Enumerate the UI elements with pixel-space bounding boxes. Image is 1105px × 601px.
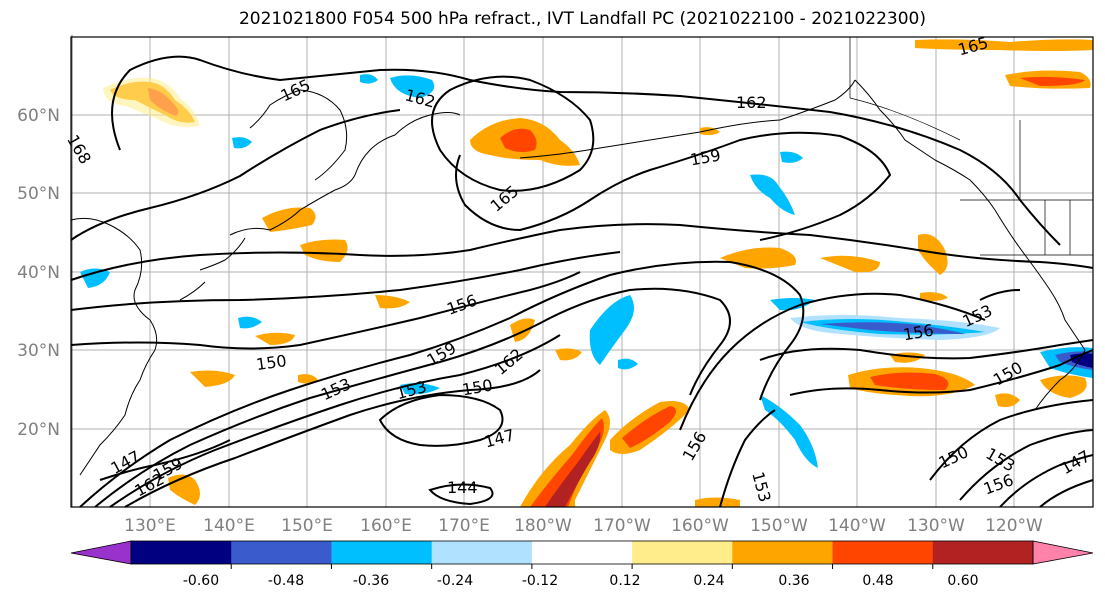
colorbar-tick-label: 0.12 bbox=[609, 573, 640, 589]
lat-label: 60°N bbox=[17, 106, 60, 126]
colorbar-tick-labels: -0.60 -0.48 -0.36 -0.24 -0.12 0.12 0.24 … bbox=[183, 573, 979, 589]
colorbar-segment bbox=[531, 541, 633, 564]
lon-label: 170°E bbox=[438, 516, 490, 536]
colorbar-tick-label: 0.60 bbox=[947, 573, 978, 589]
colorbar-tick-label: -0.24 bbox=[437, 573, 473, 589]
map-panel: 165 162 162 165 159 168 165 156 150 159 … bbox=[63, 33, 1094, 508]
map-title: 2021021800 F054 500 hPa refract., IVT La… bbox=[238, 9, 926, 29]
refractivity-contours bbox=[70, 55, 1094, 508]
shaded-negative bbox=[80, 74, 1093, 468]
colorbar-max-extend bbox=[1033, 541, 1093, 564]
colorbar-tick-label: 0.36 bbox=[778, 573, 809, 589]
lon-labels: 130°E 140°E 150°E 160°E 170°E 180°W 170°… bbox=[124, 516, 1043, 536]
colorbar-tick-label: -0.36 bbox=[353, 573, 389, 589]
lon-label: 130°W bbox=[907, 516, 965, 536]
lon-label: 160°W bbox=[671, 516, 729, 536]
colorbar-tick-label: -0.60 bbox=[183, 573, 219, 589]
contour-label: 150 bbox=[255, 351, 288, 374]
colorbar-segment bbox=[832, 541, 934, 564]
map-frame bbox=[70, 36, 1094, 508]
colorbar: -0.60 -0.48 -0.36 -0.24 -0.12 0.12 0.24 … bbox=[70, 540, 1094, 589]
colorbar-segment bbox=[331, 541, 433, 564]
lat-label: 20°N bbox=[17, 420, 60, 440]
colorbar-segment bbox=[131, 541, 232, 564]
lon-label: 150°W bbox=[750, 516, 808, 536]
lon-label: 130°E bbox=[124, 516, 176, 536]
colorbar-tick-label: 0.24 bbox=[693, 573, 724, 589]
lon-label: 170°W bbox=[593, 516, 651, 536]
lat-label: 50°N bbox=[17, 184, 60, 204]
contour-label: 162 bbox=[736, 93, 767, 112]
colorbar-segment bbox=[231, 541, 332, 564]
colorbar-tick-label: -0.12 bbox=[522, 573, 558, 589]
lat-labels: 60°N 50°N 40°N 30°N 20°N bbox=[17, 106, 60, 440]
colorbar-segment bbox=[632, 541, 733, 564]
shaded-anomalies bbox=[103, 39, 1093, 507]
colorbar-segment bbox=[932, 541, 1034, 564]
colorbar-min-extend bbox=[71, 541, 131, 564]
lon-label: 120°W bbox=[985, 516, 1043, 536]
contour-label: 144 bbox=[447, 478, 478, 497]
colorbar-segment bbox=[431, 541, 533, 564]
lon-label: 140°E bbox=[203, 516, 255, 536]
lon-label: 180°W bbox=[514, 516, 572, 536]
lat-label: 30°N bbox=[17, 341, 60, 361]
lon-label: 150°E bbox=[281, 516, 333, 536]
lat-label: 40°N bbox=[17, 263, 60, 283]
coastlines bbox=[70, 35, 1086, 507]
borders bbox=[849, 37, 1093, 256]
lon-label: 160°E bbox=[360, 516, 412, 536]
colorbar-tick-label: 0.48 bbox=[862, 573, 893, 589]
lon-label: 140°W bbox=[828, 516, 886, 536]
colorbar-segment bbox=[732, 541, 834, 564]
colorbar-tick-label: -0.48 bbox=[268, 573, 304, 589]
